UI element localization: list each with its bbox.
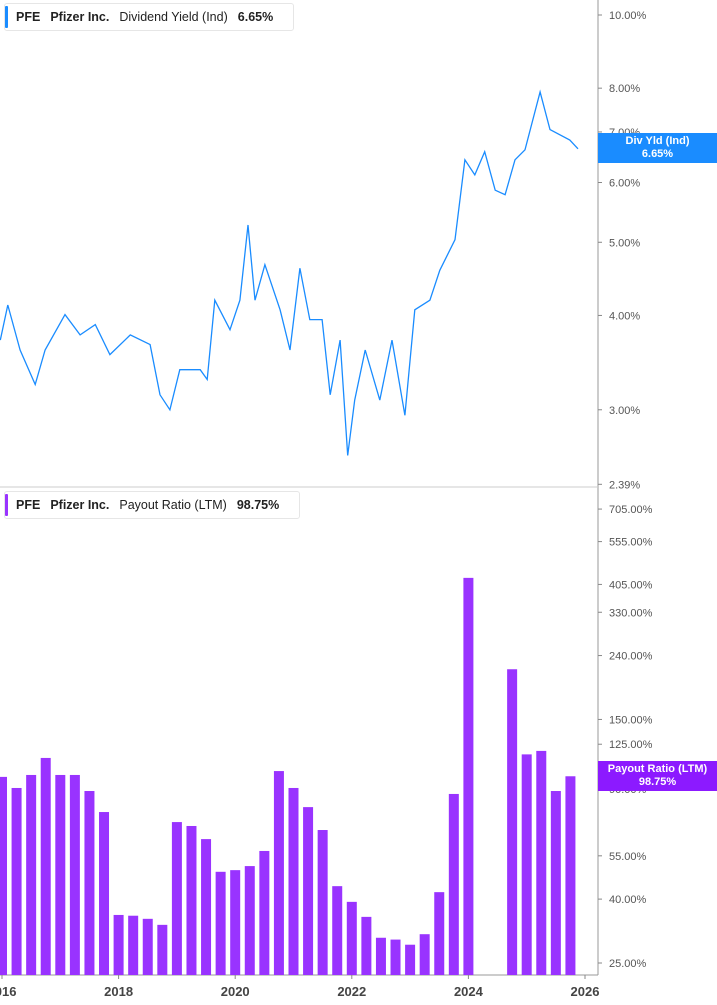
payout-price-tag: Payout Ratio (LTM) 98.75% bbox=[598, 761, 717, 792]
payout-bar bbox=[288, 787, 299, 975]
payout-legend: PFE Pfizer Inc. Payout Ratio (LTM) 98.75… bbox=[4, 491, 301, 519]
payout-bar bbox=[259, 850, 270, 975]
tag-value: 6.65% bbox=[641, 147, 674, 160]
legend-value: 98.75% bbox=[236, 498, 280, 512]
payout-y-tick-label: 25.00% bbox=[609, 958, 647, 970]
payout-y-tick-label: 330.00% bbox=[609, 607, 653, 619]
payout-bar bbox=[448, 793, 459, 975]
yield-y-tick-label: 10.00% bbox=[609, 10, 647, 22]
payout-bar bbox=[419, 934, 430, 975]
legend-company: Pfizer Inc. bbox=[50, 498, 110, 512]
legend-value: 6.65% bbox=[237, 10, 274, 24]
payout-bar bbox=[0, 776, 7, 975]
payout-y-tick-label: 555.00% bbox=[609, 537, 653, 549]
legend-ticker: PFE bbox=[16, 498, 41, 512]
yield-y-tick-label: 3.00% bbox=[609, 405, 640, 417]
payout-bar bbox=[463, 577, 474, 975]
payout-bar bbox=[69, 774, 80, 975]
payout-y-tick-label: 40.00% bbox=[609, 894, 647, 906]
legend-company: Pfizer Inc. bbox=[50, 10, 110, 24]
payout-y-tick-label: 150.00% bbox=[609, 714, 653, 726]
payout-bar bbox=[405, 944, 416, 975]
payout-legend-swatch bbox=[5, 494, 8, 516]
x-tick-label: 2024 bbox=[454, 984, 484, 999]
payout-bar bbox=[521, 754, 532, 975]
payout-bar bbox=[26, 774, 37, 975]
legend-ticker: PFE bbox=[16, 10, 41, 24]
payout-bar bbox=[361, 916, 372, 975]
payout-bar bbox=[550, 791, 561, 975]
payout-bar bbox=[565, 776, 576, 975]
payout-bar bbox=[171, 822, 182, 975]
yield-price-tag: Div Yld (Ind) 6.65% bbox=[598, 132, 717, 163]
payout-bar bbox=[375, 937, 386, 975]
x-tick-label: 2022 bbox=[337, 984, 366, 999]
payout-bar bbox=[332, 886, 343, 975]
yield-y-tick-label: 8.00% bbox=[609, 83, 640, 95]
payout-bar bbox=[55, 774, 66, 975]
payout-y-tick-label: 55.00% bbox=[609, 851, 647, 863]
yield-legend: PFE Pfizer Inc. Dividend Yield (Ind) 6.6… bbox=[4, 3, 295, 31]
yield-y-tick-label: 4.00% bbox=[609, 310, 640, 322]
payout-bar bbox=[273, 771, 284, 975]
payout-bar bbox=[186, 825, 197, 975]
payout-bar bbox=[303, 807, 314, 975]
payout-y-tick-label: 705.00% bbox=[609, 504, 653, 516]
dividend-yield-line bbox=[0, 89, 579, 456]
payout-bar bbox=[317, 830, 328, 975]
payout-bar bbox=[390, 939, 401, 975]
tag-label: Div Yld (Ind) bbox=[625, 134, 690, 147]
legend-metric: Payout Ratio (LTM) bbox=[119, 498, 227, 512]
x-tick-label: 2018 bbox=[104, 984, 133, 999]
payout-bar bbox=[128, 915, 139, 975]
payout-bar bbox=[157, 924, 168, 975]
payout-bar bbox=[99, 812, 110, 975]
payout-bar bbox=[346, 901, 357, 975]
payout-bar bbox=[507, 669, 518, 975]
payout-bar bbox=[113, 914, 124, 975]
payout-bar bbox=[201, 839, 212, 975]
payout-y-tick-label: 405.00% bbox=[609, 579, 653, 591]
payout-bar bbox=[84, 791, 95, 975]
payout-bar bbox=[215, 871, 226, 975]
payout-bar bbox=[536, 750, 547, 975]
legend-metric: Dividend Yield (Ind) bbox=[119, 10, 228, 24]
yield-legend-swatch bbox=[5, 6, 8, 28]
yield-y-tick-label: 6.00% bbox=[609, 177, 640, 189]
x-tick-label: 2020 bbox=[221, 984, 250, 999]
tag-value: 98.75% bbox=[638, 776, 677, 789]
payout-bar bbox=[434, 892, 445, 975]
yield-y-tick-label: 2.39% bbox=[609, 479, 640, 491]
payout-bar bbox=[40, 757, 51, 975]
payout-y-tick-label: 125.00% bbox=[609, 739, 653, 751]
x-tick-label: 2016 bbox=[0, 984, 16, 999]
yield-y-tick-label: 5.00% bbox=[609, 237, 640, 249]
x-tick-label: 2026 bbox=[571, 984, 600, 999]
tag-label: Payout Ratio (LTM) bbox=[607, 763, 708, 776]
payout-bar bbox=[11, 787, 22, 975]
payout-bar bbox=[230, 870, 241, 975]
payout-bar bbox=[244, 866, 255, 975]
payout-bar bbox=[142, 918, 153, 975]
payout-y-tick-label: 240.00% bbox=[609, 651, 653, 663]
